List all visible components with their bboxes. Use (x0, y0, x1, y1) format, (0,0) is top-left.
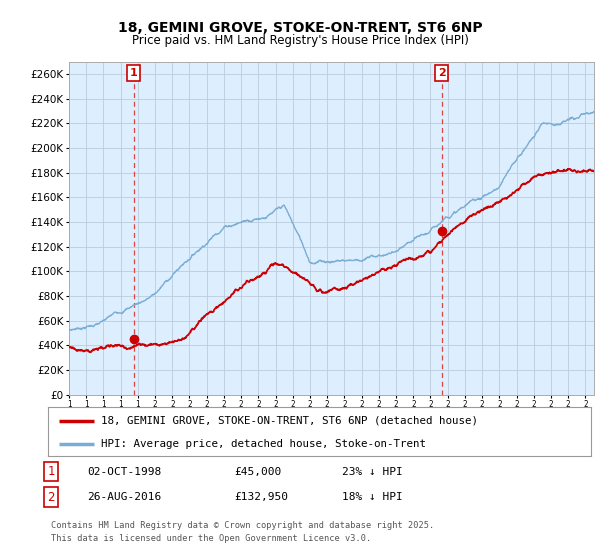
Text: HPI: Average price, detached house, Stoke-on-Trent: HPI: Average price, detached house, Stok… (101, 439, 426, 449)
Text: 2: 2 (47, 491, 55, 504)
Text: 1: 1 (47, 465, 55, 478)
Text: 1: 1 (130, 68, 137, 78)
Text: 2: 2 (438, 68, 446, 78)
Text: 02-OCT-1998: 02-OCT-1998 (87, 466, 161, 477)
Text: 23% ↓ HPI: 23% ↓ HPI (342, 466, 403, 477)
Text: 18% ↓ HPI: 18% ↓ HPI (342, 492, 403, 502)
Text: £45,000: £45,000 (234, 466, 281, 477)
Text: 18, GEMINI GROVE, STOKE-ON-TRENT, ST6 6NP: 18, GEMINI GROVE, STOKE-ON-TRENT, ST6 6N… (118, 21, 482, 35)
Text: 26-AUG-2016: 26-AUG-2016 (87, 492, 161, 502)
Text: Price paid vs. HM Land Registry's House Price Index (HPI): Price paid vs. HM Land Registry's House … (131, 34, 469, 46)
Text: 18, GEMINI GROVE, STOKE-ON-TRENT, ST6 6NP (detached house): 18, GEMINI GROVE, STOKE-ON-TRENT, ST6 6N… (101, 416, 478, 426)
Text: Contains HM Land Registry data © Crown copyright and database right 2025.
This d: Contains HM Land Registry data © Crown c… (51, 521, 434, 543)
Text: £132,950: £132,950 (234, 492, 288, 502)
